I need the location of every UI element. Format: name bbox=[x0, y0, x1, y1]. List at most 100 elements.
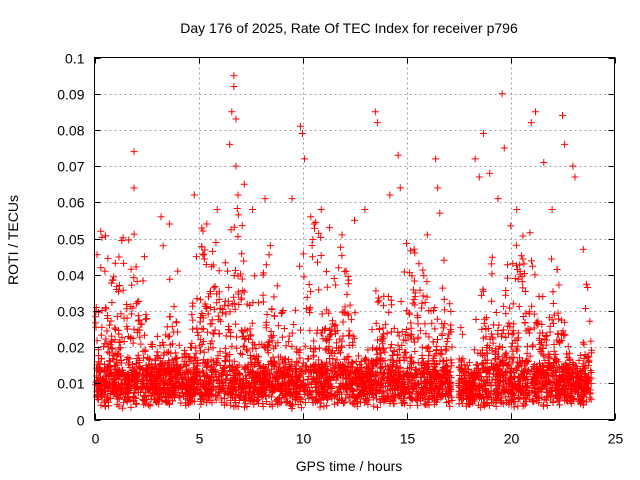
data-point bbox=[301, 155, 309, 163]
background-point bbox=[106, 361, 114, 369]
background-point bbox=[310, 361, 318, 369]
background-point bbox=[348, 359, 356, 367]
background-point bbox=[281, 379, 289, 387]
background-point bbox=[339, 332, 347, 340]
background-point bbox=[239, 287, 247, 295]
background-point bbox=[349, 338, 357, 346]
background-point bbox=[206, 287, 214, 295]
background-point bbox=[231, 305, 239, 313]
background-point bbox=[548, 316, 556, 324]
background-point bbox=[491, 356, 499, 364]
background-point bbox=[230, 373, 238, 381]
background-point bbox=[304, 391, 312, 399]
background-point bbox=[171, 368, 179, 376]
background-point bbox=[213, 359, 221, 367]
background-point bbox=[576, 383, 584, 391]
background-point bbox=[504, 322, 512, 330]
background-point bbox=[504, 274, 512, 282]
background-point bbox=[313, 258, 321, 266]
background-point bbox=[184, 395, 192, 403]
background-point bbox=[456, 366, 464, 374]
background-point bbox=[232, 367, 240, 375]
background-point bbox=[164, 348, 172, 356]
background-point bbox=[124, 361, 132, 369]
background-point bbox=[249, 387, 257, 395]
background-point bbox=[296, 262, 304, 270]
background-point bbox=[307, 288, 315, 296]
background-point bbox=[395, 332, 403, 340]
background-point bbox=[455, 355, 463, 363]
background-point bbox=[373, 345, 381, 353]
background-point bbox=[215, 267, 223, 275]
background-point bbox=[230, 223, 238, 231]
background-point bbox=[268, 400, 276, 408]
background-point bbox=[235, 383, 243, 391]
background-point bbox=[431, 304, 439, 312]
background-point bbox=[345, 393, 353, 401]
background-point bbox=[394, 351, 402, 359]
background-point bbox=[120, 259, 128, 267]
background-point bbox=[407, 353, 415, 361]
background-point bbox=[405, 310, 413, 318]
background-point bbox=[487, 330, 495, 338]
background-point bbox=[92, 380, 100, 388]
background-point bbox=[119, 286, 127, 294]
background-point bbox=[291, 366, 299, 374]
background-point bbox=[266, 337, 274, 345]
background-point bbox=[120, 338, 128, 346]
background-point bbox=[271, 376, 279, 384]
background-point bbox=[478, 395, 486, 403]
background-point bbox=[327, 366, 335, 374]
background-point bbox=[446, 326, 454, 334]
background-point bbox=[585, 358, 593, 366]
background-point bbox=[134, 389, 142, 397]
background-point bbox=[407, 247, 415, 255]
background-point bbox=[423, 278, 431, 286]
background-point bbox=[115, 339, 123, 347]
background-point bbox=[488, 363, 496, 371]
background-point bbox=[188, 391, 196, 399]
background-point bbox=[239, 375, 247, 383]
y-tick-label: 0.1 bbox=[65, 51, 85, 67]
background-point bbox=[150, 391, 158, 399]
background-point bbox=[386, 344, 394, 352]
background-point bbox=[116, 338, 124, 346]
y-tick-label: 0.04 bbox=[57, 268, 84, 284]
background-point bbox=[374, 298, 382, 306]
background-point bbox=[430, 376, 438, 384]
background-point bbox=[509, 300, 517, 308]
background-point bbox=[187, 398, 195, 406]
background-point bbox=[398, 328, 406, 336]
background-point bbox=[197, 389, 205, 397]
background-point bbox=[315, 395, 323, 403]
background-point bbox=[139, 277, 147, 285]
background-point bbox=[188, 378, 196, 386]
background-point bbox=[103, 340, 111, 348]
background-point bbox=[445, 330, 453, 338]
background-point bbox=[333, 326, 341, 334]
background-point bbox=[117, 391, 125, 399]
background-point bbox=[368, 380, 376, 388]
background-point bbox=[490, 363, 498, 371]
background-point bbox=[273, 282, 281, 290]
background-point bbox=[448, 396, 456, 404]
background-point bbox=[136, 326, 144, 334]
background-point bbox=[141, 399, 149, 407]
background-point bbox=[372, 390, 380, 398]
background-point bbox=[512, 364, 520, 372]
background-point bbox=[339, 396, 347, 404]
background-point bbox=[127, 376, 135, 384]
background-point bbox=[412, 396, 420, 404]
background-point bbox=[444, 389, 452, 397]
background-point bbox=[297, 404, 305, 412]
background-point bbox=[92, 319, 100, 327]
background-point bbox=[416, 286, 424, 294]
background-point bbox=[401, 400, 409, 408]
background-point bbox=[542, 332, 550, 340]
background-point bbox=[469, 394, 477, 402]
background-point bbox=[559, 364, 567, 372]
background-point bbox=[518, 382, 526, 390]
background-point bbox=[497, 394, 505, 402]
background-point bbox=[405, 373, 413, 381]
background-point bbox=[233, 204, 241, 212]
